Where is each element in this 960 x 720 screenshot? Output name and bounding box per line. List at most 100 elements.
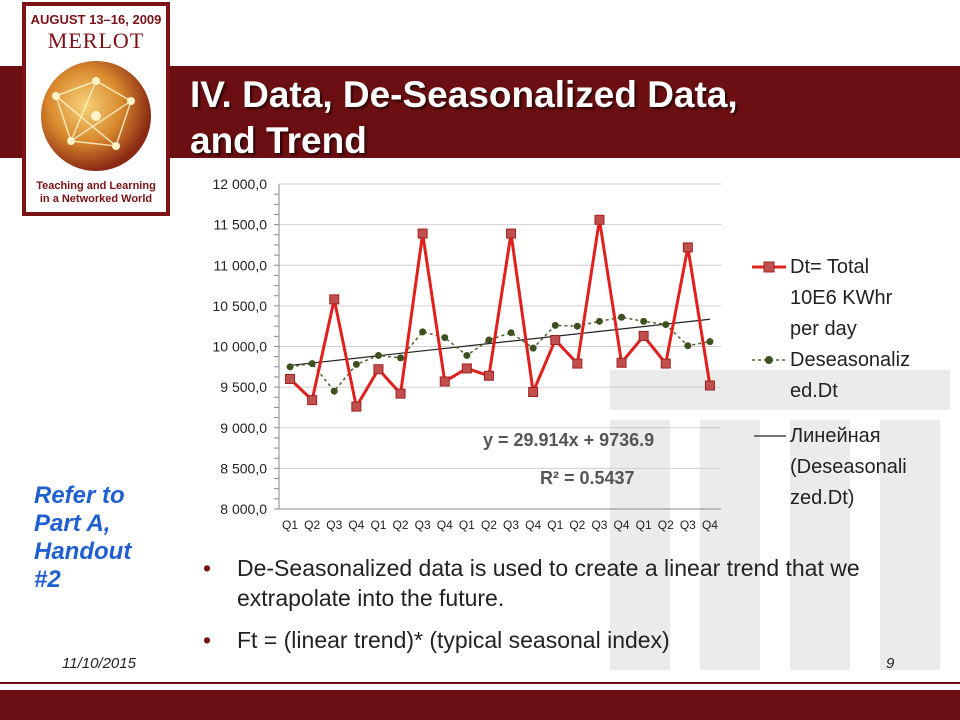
x-tick-label: Q3 <box>591 518 607 532</box>
legend-label-deseasonalized-1: Deseasonaliz <box>790 349 911 371</box>
x-tick-label: Q3 <box>415 518 431 532</box>
x-tick-label: Q1 <box>282 518 298 532</box>
legend-swatch-trend <box>754 435 786 437</box>
deseasonalized-point <box>662 321 670 329</box>
globe-icon <box>41 61 151 171</box>
footer-band <box>0 690 960 720</box>
total-point <box>351 401 362 412</box>
total-point <box>483 370 494 381</box>
x-tick-label: Q4 <box>614 518 630 532</box>
x-tick-label: Q2 <box>658 518 674 532</box>
logo-tagline: Teaching and Learning in a Networked Wor… <box>26 180 166 206</box>
x-tick-label: Q4 <box>348 518 364 532</box>
y-tick-label: 12 000,0 <box>213 176 268 192</box>
total-point <box>638 330 649 341</box>
y-tick-label: 11 500,0 <box>214 217 268 233</box>
logo-tagline-line-1: Teaching and Learning <box>36 180 156 192</box>
total-point <box>528 387 539 397</box>
x-tick-label: Q1 <box>636 518 652 532</box>
bullet-text: Ft = (linear trend)* (typical seasonal i… <box>237 627 670 653</box>
x-tick-label: Q1 <box>459 518 475 532</box>
deseasonalized-point <box>308 360 316 368</box>
deseasonalized-point <box>419 328 427 336</box>
legend-label-total-1: Dt= Total <box>790 256 870 278</box>
legend-label-total-3: per day <box>790 318 857 340</box>
merlot-logo: AUGUST 13–16, 2009 MERLOT Teaching and L… <box>22 2 170 216</box>
total-point <box>461 363 472 374</box>
deseasonalized-point <box>286 363 294 371</box>
slide-date: 11/10/2015 <box>62 655 136 672</box>
total-series <box>285 214 715 412</box>
total-point <box>285 374 296 384</box>
legend-label-deseasonalized-2: ed.Dt <box>790 380 838 402</box>
refer-line-3: Handout <box>34 538 132 565</box>
deseasonalized-point <box>618 313 626 321</box>
deseasonalized-point <box>397 354 405 362</box>
total-point <box>704 380 715 391</box>
x-tick-label: Q3 <box>326 518 342 532</box>
x-tick-label: Q3 <box>503 518 519 532</box>
trend-line-path <box>289 318 711 367</box>
total-point <box>682 242 693 253</box>
y-tick-label: 8 000,0 <box>220 501 267 517</box>
y-tick-label: 10 000,0 <box>213 339 268 355</box>
x-tick-label: Q3 <box>680 518 696 532</box>
deseasonalized-point <box>595 317 603 325</box>
legend-label-trend-2: (Deseasonali <box>790 456 907 478</box>
bullet-dot-icon: • <box>203 555 212 581</box>
page-number: 9 <box>886 655 895 672</box>
bullet-item: • De-Seasonalized data is used to create… <box>203 553 883 613</box>
total-point <box>307 395 318 406</box>
x-tick-label: Q2 <box>304 518 320 532</box>
title-line-2: and Trend <box>190 120 367 161</box>
refer-line-1: Refer to <box>34 482 125 509</box>
total-point <box>506 228 517 239</box>
deseasonalized-line <box>289 316 711 393</box>
r-squared-label: R² = 0.5437 <box>540 468 635 488</box>
deseasonalized-point <box>529 344 537 352</box>
trend-equation: y = 29.914x + 9736.9 <box>483 430 655 450</box>
deseasonalized-point <box>684 342 692 350</box>
y-tick-label: 8 500,0 <box>220 460 267 476</box>
refer-line-2: Part A, <box>34 510 111 537</box>
bullet-dot-icon: • <box>203 627 212 653</box>
bullet-text: De-Seasonalized data is used to create a… <box>237 555 860 611</box>
legend-label-trend-3: zed.Dt) <box>790 487 855 509</box>
legend-item-deseasonalized: Deseasonaliz ed.Dt <box>750 345 950 407</box>
chart-legend: Dt= Total 10E6 KWhr per day Deseasonaliz… <box>750 252 950 514</box>
slide-title: IV. Data, De-Seasonalized Data, and Tren… <box>190 72 890 164</box>
total-point <box>616 357 627 368</box>
line-chart: 8 000,0 8 500,0 9 000,0 9 500,0 10 000,0 10 5… <box>213 176 721 532</box>
total-line <box>289 219 712 411</box>
y-axis-ticks: 8 000,0 8 500,0 9 000,0 9 500,0 10 000,0 10 5… <box>213 176 268 517</box>
deseasonalized-point <box>463 351 471 359</box>
total-point <box>329 294 340 305</box>
logo-tagline-line-2: in a Networked World <box>39 193 153 205</box>
x-tick-label: Q4 <box>437 518 453 532</box>
legend-label-trend-1: Линейная <box>790 425 881 447</box>
deseasonalized-point <box>330 387 338 395</box>
deseasonalized-point <box>352 360 360 368</box>
total-point <box>417 228 428 239</box>
total-point <box>395 388 406 399</box>
deseasonalized-point <box>441 334 449 342</box>
y-tick-label: 9 000,0 <box>220 420 267 436</box>
deseasonalized-series <box>286 313 714 395</box>
legend-label-total-2: 10E6 KWhr <box>790 287 893 309</box>
legend-item-trend: Линейная (Deseasonali zed.Dt) <box>750 421 950 514</box>
deseasonalized-point <box>551 321 559 329</box>
footer-line <box>0 682 960 684</box>
bullet-item: • Ft = (linear trend)* (typical seasonal… <box>203 625 883 655</box>
deseasonalized-point <box>374 351 382 359</box>
total-point <box>572 358 583 369</box>
trend-line <box>289 318 711 367</box>
legend-swatch-total <box>752 261 786 273</box>
watermark-pillars <box>610 370 950 670</box>
x-tick-label: Q1 <box>370 518 386 532</box>
y-tick-label: 11 000,0 <box>214 257 268 273</box>
refer-line-4: #2 <box>34 566 61 593</box>
logo-name: MERLOT <box>47 28 145 53</box>
x-tick-label: Q2 <box>481 518 497 532</box>
deseasonalized-point <box>573 322 581 330</box>
total-point <box>660 358 671 369</box>
